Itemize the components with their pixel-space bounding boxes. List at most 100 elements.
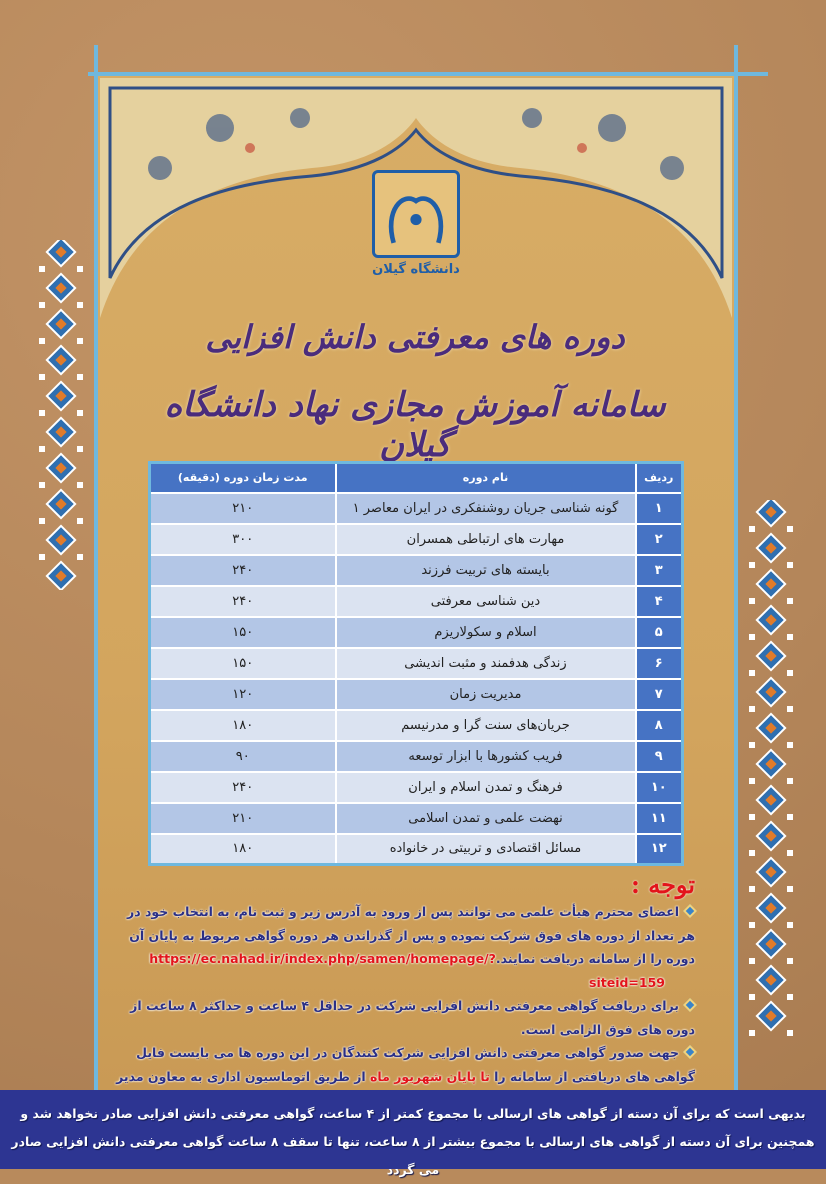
column-header-duration: مدت زمان دوره (دقیقه) bbox=[148, 461, 337, 494]
course-name: نهضت علمی و تمدن اسلامی bbox=[334, 801, 637, 835]
table-row: ۱۰ فرهنگ و تمدن اسلام و ایران ۲۴۰ bbox=[148, 770, 684, 804]
diamond-motif-small bbox=[749, 562, 755, 568]
note-3-text-a: جهت صدور گواهی معرفتی دانش افزایی شرکت ک… bbox=[136, 1045, 695, 1084]
course-duration: ۳۰۰ bbox=[148, 522, 337, 556]
notes-section: توجه : اعضای محترم هیأت علمی می توانند پ… bbox=[115, 870, 698, 1112]
note-item-1: اعضای محترم هیأت علمی می توانند پس از ور… bbox=[115, 900, 698, 994]
diamond-motif-small bbox=[787, 1030, 793, 1036]
column-header-number: ردیف bbox=[634, 461, 684, 494]
course-duration: ۱۲۰ bbox=[148, 677, 337, 711]
frame-line-right bbox=[734, 45, 738, 1095]
university-logo bbox=[372, 170, 460, 258]
diamond-motif-small bbox=[749, 634, 755, 640]
side-pattern-left bbox=[39, 240, 83, 590]
diamond-motif-small bbox=[749, 1030, 755, 1036]
diamond-motif-small bbox=[749, 922, 755, 928]
diamond-motif-small bbox=[39, 302, 45, 308]
courses-table: ردیف نام دوره مدت زمان دوره (دقیقه) ۱ گون… bbox=[148, 461, 684, 866]
table-header-row: ردیف نام دوره مدت زمان دوره (دقیقه) bbox=[148, 461, 684, 494]
row-number: ۹ bbox=[634, 739, 684, 773]
row-number: ۲ bbox=[634, 522, 684, 556]
table-row: ۸ جریان‌های سنت گرا و مدرنیسم ۱۸۰ bbox=[148, 708, 684, 742]
table-row: ۵ اسلام و سکولاریزم ۱۵۰ bbox=[148, 615, 684, 649]
table-row: ۱۱ نهضت علمی و تمدن اسلامی ۲۱۰ bbox=[148, 801, 684, 835]
ornamental-arch bbox=[100, 78, 732, 318]
deadline-highlight: تا پایان شهریور ماه bbox=[370, 1068, 490, 1084]
diamond-motif-small bbox=[749, 886, 755, 892]
table-row: ۳ بایسته های تربیت فرزند ۲۴۰ bbox=[148, 553, 684, 587]
diamond-motif-small bbox=[39, 374, 45, 380]
diamond-motif-small bbox=[787, 598, 793, 604]
diamond-motif-small bbox=[39, 554, 45, 560]
course-duration: ۲۴۰ bbox=[148, 553, 337, 587]
diamond-motif-small bbox=[77, 482, 83, 488]
diamond-bullet-icon bbox=[682, 1044, 698, 1060]
diamond-motif-small bbox=[749, 526, 755, 532]
course-name: فریب کشورها با ابزار توسعه bbox=[334, 739, 637, 773]
diamond-motif-small bbox=[749, 742, 755, 748]
diamond-motif-small bbox=[77, 374, 83, 380]
diamond-motif-small bbox=[787, 886, 793, 892]
diamond-motif-small bbox=[39, 410, 45, 416]
course-name: مسائل اقتصادی و تربیتی در خانواده bbox=[334, 832, 637, 866]
frame-line-top bbox=[88, 72, 768, 76]
diamond-motif-small bbox=[77, 554, 83, 560]
footer-line-1: بدیهی است که برای آن دسته از گواهی های ا… bbox=[20, 1106, 806, 1121]
table-row: ۴ دین شناسی معرفتی ۲۴۰ bbox=[148, 584, 684, 618]
course-name: مدیریت زمان bbox=[334, 677, 637, 711]
diamond-motif-small bbox=[787, 634, 793, 640]
diamond-motif-small bbox=[749, 598, 755, 604]
diamond-motif-small bbox=[39, 482, 45, 488]
side-pattern-right bbox=[749, 500, 793, 1036]
diamond-bullet-icon bbox=[682, 903, 698, 919]
table-row: ۱۲ مسائل اقتصادی و تربیتی در خانواده ۱۸۰ bbox=[148, 832, 684, 866]
diamond-motif-small bbox=[787, 670, 793, 676]
row-number: ۶ bbox=[634, 646, 684, 680]
notes-title: توجه : bbox=[631, 870, 695, 899]
diamond-motif-small bbox=[39, 518, 45, 524]
row-number: ۴ bbox=[634, 584, 684, 618]
diamond-motif-small bbox=[787, 778, 793, 784]
diamond-motif-small bbox=[77, 338, 83, 344]
course-duration: ۱۵۰ bbox=[148, 646, 337, 680]
course-name: زندگی هدفمند و مثبت اندیشی bbox=[334, 646, 637, 680]
note-1-text: اعضای محترم هیأت علمی می توانند پس از ور… bbox=[127, 904, 695, 966]
course-duration: ۱۸۰ bbox=[148, 832, 337, 866]
table-row: ۱ گونه شناسی جریان روشنفکری در ایران معاص… bbox=[148, 491, 684, 525]
row-number: ۱۲ bbox=[634, 832, 684, 866]
diamond-motif-small bbox=[749, 778, 755, 784]
note-2-text: برای دریافت گواهی معرفتی دانش افزایی شرک… bbox=[130, 998, 695, 1037]
diamond-motif-small bbox=[77, 266, 83, 272]
course-name: جریان‌های سنت گرا و مدرنیسم bbox=[334, 708, 637, 742]
table-row: ۶ زندگی هدفمند و مثبت اندیشی ۱۵۰ bbox=[148, 646, 684, 680]
diamond-motif-small bbox=[749, 670, 755, 676]
course-name: دین شناسی معرفتی bbox=[334, 584, 637, 618]
footer-band: بدیهی است که برای آن دسته از گواهی های ا… bbox=[0, 1090, 826, 1177]
table-row: ۲ مهارت های ارتباطی همسران ۳۰۰ bbox=[148, 522, 684, 556]
diamond-motif-small bbox=[787, 994, 793, 1000]
diamond-motif-small bbox=[787, 814, 793, 820]
poster-subtitle: سامانه آموزش مجازی نهاد دانشگاه گیلان bbox=[164, 385, 666, 465]
diamond-motif-small bbox=[39, 338, 45, 344]
diamond-motif-small bbox=[787, 850, 793, 856]
course-duration: ۹۰ bbox=[148, 739, 337, 773]
row-number: ۳ bbox=[634, 553, 684, 587]
course-name: گونه شناسی جریان روشنفکری در ایران معاصر… bbox=[334, 491, 637, 525]
course-duration: ۱۸۰ bbox=[148, 708, 337, 742]
row-number: ۱۱ bbox=[634, 801, 684, 835]
course-duration: ۲۴۰ bbox=[148, 770, 337, 804]
course-name: اسلام و سکولاریزم bbox=[334, 615, 637, 649]
registration-url-link[interactable]: https://ec.nahad.ir/index.php/samen/home… bbox=[149, 951, 665, 990]
diamond-motif-small bbox=[77, 446, 83, 452]
course-name: بایسته های تربیت فرزند bbox=[334, 553, 637, 587]
diamond-motif-small bbox=[787, 562, 793, 568]
table-row: ۷ مدیریت زمان ۱۲۰ bbox=[148, 677, 684, 711]
poster-title: دوره های معرفتی دانش افزایی bbox=[205, 318, 625, 356]
diamond-motif-small bbox=[787, 922, 793, 928]
diamond-motif-small bbox=[77, 518, 83, 524]
diamond-motif-small bbox=[749, 958, 755, 964]
diamond-motif-small bbox=[39, 266, 45, 272]
row-number: ۸ bbox=[634, 708, 684, 742]
diamond-motif-small bbox=[77, 410, 83, 416]
course-name: فرهنگ و تمدن اسلام و ایران bbox=[334, 770, 637, 804]
